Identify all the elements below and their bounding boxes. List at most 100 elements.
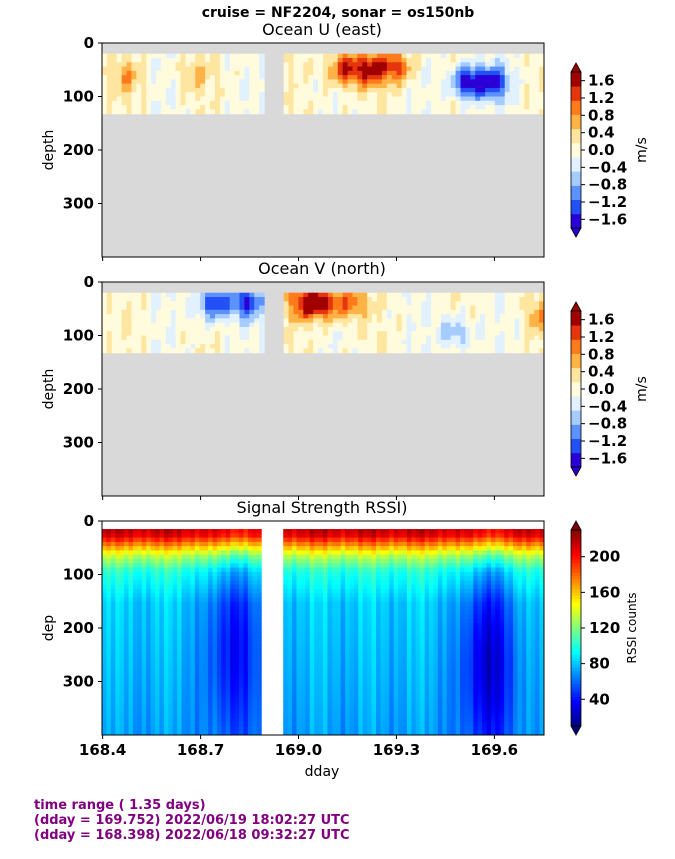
heatmap-cell bbox=[333, 293, 339, 298]
heatmap-cell bbox=[226, 627, 231, 632]
heatmap-cell bbox=[102, 568, 107, 573]
heatmap-cell bbox=[182, 675, 187, 680]
heatmap-cell bbox=[426, 79, 432, 84]
heatmap-cell bbox=[446, 336, 452, 341]
heatmap-cell bbox=[303, 97, 309, 102]
heatmap-cell bbox=[182, 550, 187, 555]
heatmap-cell bbox=[382, 306, 388, 311]
heatmap-cell bbox=[117, 97, 123, 102]
heatmap-cell bbox=[239, 538, 244, 543]
heatmap-cell bbox=[159, 623, 164, 628]
heatmap-cell bbox=[283, 538, 288, 543]
heatmap-cell bbox=[122, 331, 128, 336]
heatmap-cell bbox=[230, 314, 236, 319]
heatmap-cell bbox=[301, 632, 306, 637]
heatmap-cell bbox=[387, 297, 393, 302]
heatmap-cell bbox=[186, 576, 191, 581]
colorbar-segment bbox=[571, 424, 581, 439]
heatmap-cell bbox=[176, 336, 182, 341]
heatmap-cell bbox=[348, 79, 354, 84]
heatmap-cell bbox=[495, 79, 501, 84]
heatmap-cell bbox=[213, 602, 218, 607]
heatmap-cell bbox=[127, 79, 133, 84]
heatmap-cell bbox=[155, 585, 160, 590]
heatmap-cell bbox=[292, 662, 297, 667]
heatmap-cell bbox=[284, 306, 290, 311]
heatmap-cell bbox=[159, 610, 164, 615]
heatmap-cell bbox=[314, 632, 319, 637]
heatmap-cell bbox=[151, 636, 156, 641]
heatmap-cell bbox=[475, 314, 481, 319]
heatmap-cell bbox=[249, 340, 255, 345]
heatmap-cell bbox=[136, 88, 142, 93]
heatmap-cell bbox=[319, 683, 324, 688]
heatmap-cell bbox=[303, 323, 309, 328]
heatmap-cell bbox=[199, 662, 204, 667]
heatmap-cell bbox=[102, 696, 107, 701]
heatmap-cell bbox=[323, 546, 328, 551]
heatmap-cell bbox=[348, 62, 354, 67]
heatmap-cell bbox=[296, 692, 301, 697]
heatmap-cell bbox=[341, 542, 346, 547]
heatmap-cell bbox=[505, 84, 511, 89]
heatmap-cell bbox=[200, 340, 206, 345]
heatmap-cell bbox=[220, 75, 226, 80]
heatmap-cell bbox=[341, 572, 346, 577]
heatmap-cell bbox=[205, 109, 211, 114]
heatmap-cell bbox=[333, 336, 339, 341]
heatmap-cell bbox=[120, 559, 125, 564]
heatmap-cell bbox=[505, 88, 511, 93]
heatmap-cell bbox=[305, 585, 310, 590]
heatmap-cell bbox=[177, 546, 182, 551]
heatmap-cell bbox=[319, 542, 324, 547]
heatmap-cell bbox=[115, 627, 120, 632]
heatmap-cell bbox=[332, 632, 337, 637]
heatmap-cell bbox=[221, 610, 226, 615]
heatmap-cell bbox=[362, 318, 368, 323]
heatmap-cell bbox=[195, 105, 201, 110]
heatmap-cell bbox=[146, 627, 151, 632]
heatmap-cell bbox=[168, 606, 173, 611]
heatmap-cell bbox=[305, 649, 310, 654]
heatmap-cell bbox=[226, 679, 231, 684]
heatmap-cell bbox=[102, 662, 107, 667]
heatmap-cell bbox=[213, 542, 218, 547]
heatmap-cell bbox=[296, 649, 301, 654]
heatmap-cell bbox=[235, 687, 240, 692]
heatmap-cell bbox=[426, 327, 432, 332]
heatmap-cell bbox=[243, 598, 248, 603]
heatmap-cell bbox=[220, 336, 226, 341]
colorbar-label: m/s bbox=[634, 376, 650, 402]
heatmap-cell bbox=[155, 589, 160, 594]
heatmap-cell bbox=[142, 640, 147, 645]
heatmap-cell bbox=[470, 71, 476, 76]
heatmap-cell bbox=[426, 331, 432, 336]
heatmap-cell bbox=[102, 542, 107, 547]
heatmap-cell bbox=[328, 293, 334, 298]
heatmap-cell bbox=[166, 297, 172, 302]
heatmap-cell bbox=[436, 297, 442, 302]
heatmap-cell bbox=[249, 318, 255, 323]
heatmap-cell bbox=[446, 314, 452, 319]
heatmap-cell bbox=[137, 606, 142, 611]
heatmap-cell bbox=[243, 576, 248, 581]
heatmap-cell bbox=[305, 538, 310, 543]
heatmap-cell bbox=[382, 336, 388, 341]
heatmap-cell bbox=[305, 546, 310, 551]
heatmap-cell bbox=[213, 610, 218, 615]
heatmap-cell bbox=[173, 666, 178, 671]
heatmap-cell bbox=[294, 297, 300, 302]
heatmap-cell bbox=[313, 105, 319, 110]
heatmap-cell bbox=[431, 58, 437, 63]
heatmap-cell bbox=[173, 550, 178, 555]
heatmap-cell bbox=[230, 297, 236, 302]
heatmap-cell bbox=[254, 84, 260, 89]
heatmap-cell bbox=[177, 670, 182, 675]
heatmap-cell bbox=[298, 348, 304, 353]
heatmap-cell bbox=[217, 576, 222, 581]
heatmap-cell bbox=[465, 62, 471, 67]
heatmap-cell bbox=[137, 666, 142, 671]
heatmap-cell bbox=[181, 97, 187, 102]
heatmap-cell bbox=[213, 619, 218, 624]
heatmap-cell bbox=[164, 542, 169, 547]
